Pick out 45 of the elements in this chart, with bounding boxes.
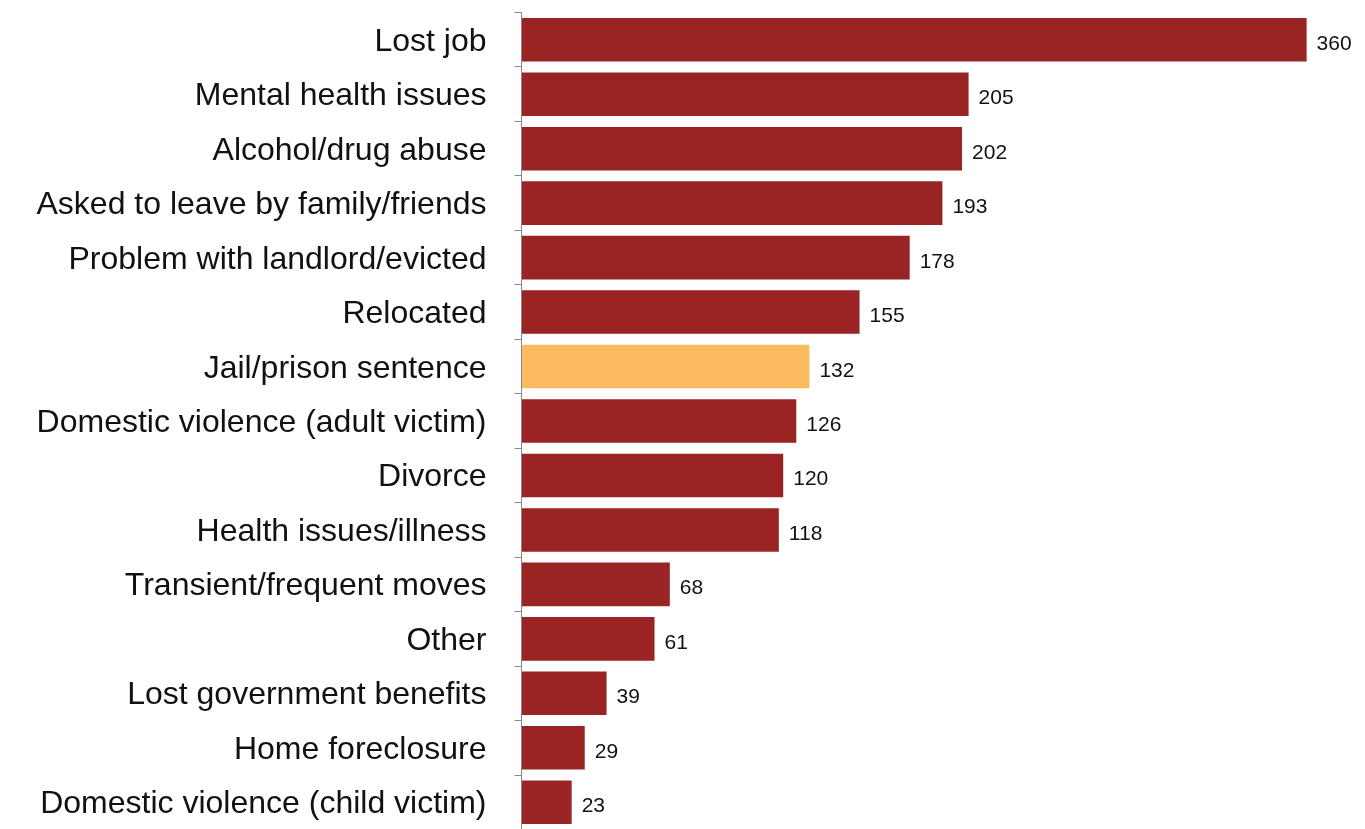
bar [521, 290, 860, 334]
bar [521, 671, 607, 716]
bar [521, 17, 1307, 62]
data-label: 29 [594, 738, 619, 762]
bar [521, 726, 585, 770]
bar [521, 780, 572, 825]
data-label: 39 [616, 684, 640, 708]
bar [521, 235, 910, 280]
y-tick-label: Other [406, 620, 487, 657]
data-label: 202 [972, 139, 1008, 163]
bar [521, 126, 963, 171]
y-tick-label: Health issues/illness [196, 511, 487, 548]
y-tick-label: Home foreclosure [233, 729, 487, 766]
data-label: 118 [788, 520, 823, 544]
bar [521, 617, 655, 661]
bar [521, 508, 779, 552]
bar [521, 453, 784, 498]
bar [521, 399, 797, 443]
bar [521, 72, 969, 116]
y-tick-label: Asked to leave by family/friends [36, 185, 487, 222]
bar [521, 562, 670, 607]
data-label: 126 [806, 412, 842, 435]
y-tick-label: Transient/frequent moves [124, 566, 487, 603]
y-tick-label: Jail/prison sentence [203, 348, 487, 385]
data-label: 61 [664, 629, 688, 653]
y-tick-label: Domestic violence (child victim) [40, 784, 487, 821]
data-label: 120 [793, 466, 829, 490]
y-tick-label: Alcohol/drug abuse [212, 130, 487, 167]
y-tick-label: Lost job [374, 21, 487, 58]
y-tick-label: Domestic violence (adult victim) [36, 403, 487, 439]
data-label: 155 [869, 303, 905, 327]
data-label: 178 [919, 248, 955, 272]
y-tick-label: Divorce [378, 457, 487, 494]
bar [521, 181, 943, 225]
y-tick-label: Mental health issues [194, 76, 487, 113]
data-label: 205 [978, 85, 1014, 109]
data-label: 360 [1316, 30, 1352, 54]
y-tick-label: Relocated [342, 294, 487, 331]
data-label: 132 [819, 357, 855, 381]
data-label: 193 [952, 194, 988, 218]
y-tick-label: Lost government benefits [127, 675, 487, 712]
data-label: 23 [581, 793, 606, 817]
bar [521, 344, 810, 389]
data-label: 68 [679, 575, 704, 599]
y-tick-label: Problem with landlord/evicted [68, 239, 487, 276]
